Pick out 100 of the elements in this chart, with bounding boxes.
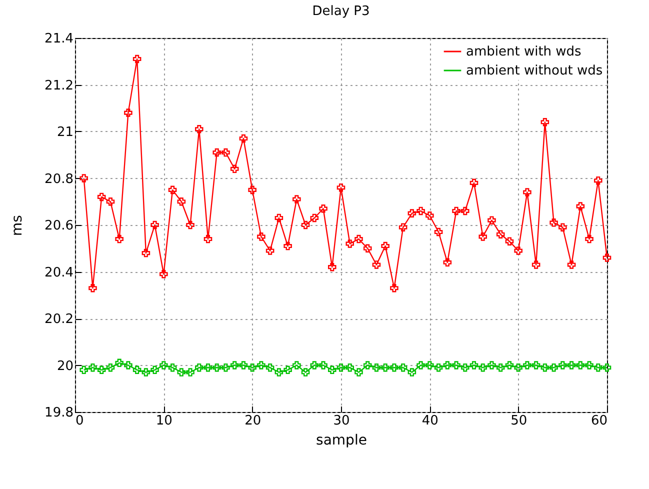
point <box>248 186 256 194</box>
point <box>532 260 540 269</box>
point <box>292 361 301 370</box>
point <box>194 363 204 372</box>
x-tick-label: 50 <box>510 414 528 428</box>
point <box>408 368 416 376</box>
point <box>398 223 408 232</box>
point <box>336 363 346 372</box>
point <box>478 232 488 241</box>
y-tick-label: 20.6 <box>44 218 74 234</box>
point <box>346 363 354 372</box>
x-axis-title: sample <box>316 432 367 448</box>
point <box>443 258 452 267</box>
point <box>550 363 558 372</box>
point <box>372 260 381 269</box>
point <box>284 242 292 250</box>
point <box>426 212 434 220</box>
point <box>576 202 585 210</box>
x-tick-label: 0 <box>76 414 84 428</box>
point <box>132 366 142 374</box>
point <box>150 220 159 230</box>
point <box>443 361 452 370</box>
point <box>567 361 576 370</box>
point <box>124 108 132 117</box>
point <box>310 214 319 222</box>
point <box>168 186 177 194</box>
point <box>132 54 142 64</box>
point <box>257 361 266 370</box>
point <box>381 242 390 250</box>
point <box>381 363 390 372</box>
point <box>363 244 372 253</box>
point <box>540 363 550 372</box>
point <box>363 361 372 370</box>
point <box>266 363 274 372</box>
point <box>532 361 540 370</box>
chart-title: Delay P3 <box>312 4 370 19</box>
y-tick-label: 21 <box>56 125 74 140</box>
point <box>106 363 115 372</box>
point <box>80 366 88 374</box>
point <box>470 178 478 188</box>
point <box>452 361 460 370</box>
point <box>124 361 132 370</box>
point <box>460 363 470 372</box>
point <box>168 363 177 372</box>
point <box>505 361 514 370</box>
point <box>274 368 284 376</box>
point <box>266 246 274 255</box>
point <box>88 363 97 372</box>
point <box>301 368 310 376</box>
point <box>239 361 248 370</box>
point <box>186 368 194 376</box>
point <box>204 363 212 372</box>
y-tick-label: 20.4 <box>44 265 74 280</box>
point <box>301 220 310 230</box>
y-tick-label: 21.2 <box>44 78 74 94</box>
x-tick-label: 60 <box>590 414 608 428</box>
point <box>576 361 585 370</box>
point <box>426 361 434 370</box>
point <box>230 361 239 370</box>
point <box>257 232 266 241</box>
point <box>204 234 212 244</box>
point <box>222 363 230 372</box>
point <box>319 204 328 213</box>
point <box>478 363 488 372</box>
point <box>594 176 602 185</box>
x-tick-label: 20 <box>244 414 262 428</box>
point <box>452 206 460 216</box>
point <box>416 206 425 216</box>
point <box>97 192 106 202</box>
point <box>567 260 576 269</box>
point <box>80 174 88 182</box>
legend-label: ambient without wds <box>466 64 603 78</box>
point <box>594 363 602 372</box>
point <box>496 230 505 238</box>
point <box>488 361 496 370</box>
point <box>434 363 443 372</box>
point <box>115 358 124 368</box>
point <box>346 240 354 248</box>
point <box>408 209 416 218</box>
y-tick-label: 19.8 <box>44 406 74 420</box>
x-tick-label: 30 <box>333 414 350 428</box>
point <box>602 254 612 262</box>
point <box>496 363 505 372</box>
point <box>239 134 248 143</box>
point <box>319 361 328 370</box>
point <box>177 368 186 376</box>
y-tick-label: 20.8 <box>44 172 74 187</box>
point <box>550 218 558 227</box>
point <box>470 361 478 370</box>
point <box>585 361 594 370</box>
point <box>97 366 106 374</box>
point <box>142 248 150 258</box>
point <box>390 284 398 292</box>
point <box>115 234 124 244</box>
point <box>212 363 222 372</box>
point <box>274 214 284 222</box>
point <box>523 361 532 370</box>
point <box>514 363 522 372</box>
point <box>194 125 204 134</box>
point <box>354 234 363 244</box>
